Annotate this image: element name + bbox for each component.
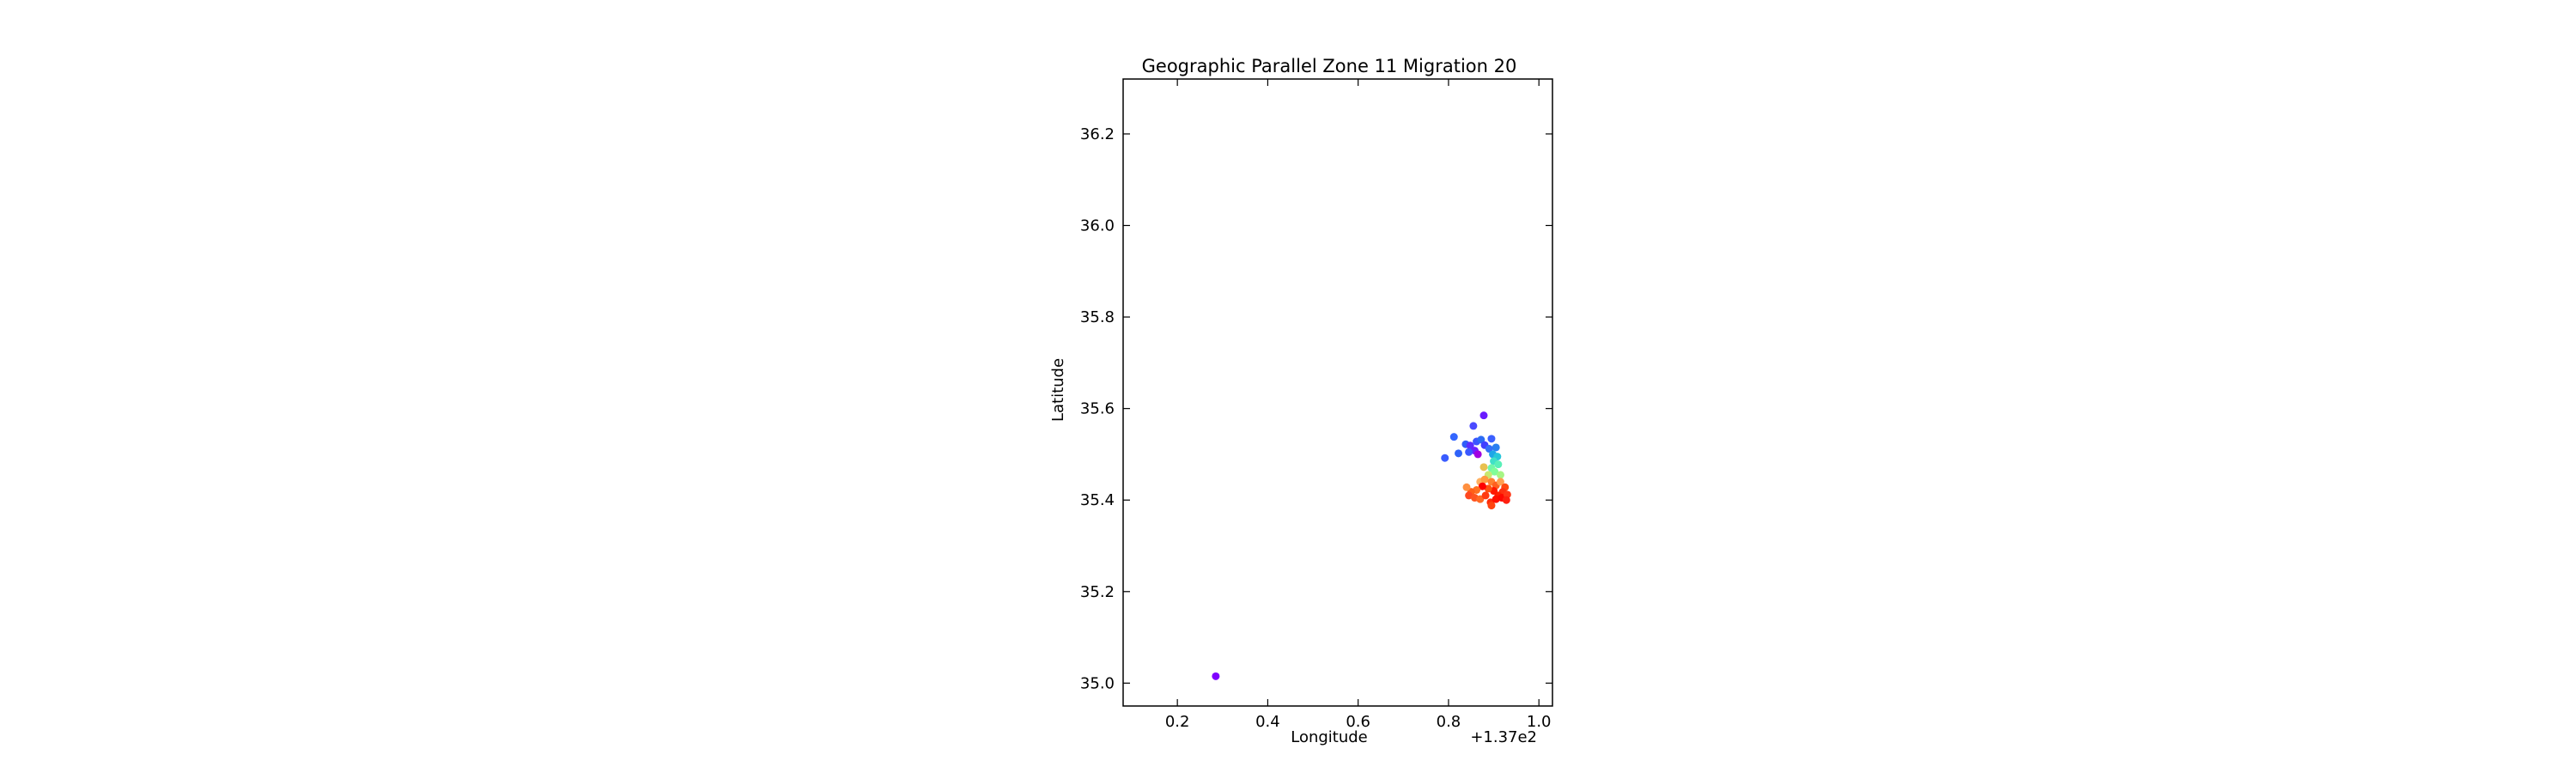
data-point <box>1462 483 1471 491</box>
data-point <box>1491 467 1499 476</box>
data-point <box>1469 422 1478 430</box>
y-tick-label: 36.0 <box>1080 217 1115 235</box>
x-axis-label: Longitude <box>1291 728 1368 746</box>
data-point <box>1478 482 1486 490</box>
data-point <box>1449 433 1458 441</box>
data-point <box>1480 475 1489 484</box>
y-tick-label: 35.0 <box>1080 674 1115 692</box>
data-point <box>1487 435 1496 443</box>
data-point <box>1465 447 1473 456</box>
data-point <box>1479 411 1488 420</box>
x-tick-label: 0.6 <box>1346 713 1370 731</box>
y-tick-label: 36.2 <box>1080 125 1115 143</box>
plot-frame <box>1122 78 1553 707</box>
x-tick-label: 0.8 <box>1437 713 1461 731</box>
data-point <box>1479 463 1488 472</box>
data-point <box>1487 502 1496 510</box>
y-axis-label: Latitude <box>1049 358 1067 422</box>
y-tick-label: 35.6 <box>1080 400 1115 418</box>
data-point <box>1492 495 1500 503</box>
data-point <box>1485 445 1493 453</box>
data-points <box>1212 411 1511 680</box>
chart-title: Geographic Parallel Zone 11 Migration 20 <box>1142 56 1517 76</box>
data-point <box>1502 496 1510 504</box>
x-axis-offset-label: +1.37e2 <box>1470 728 1537 746</box>
data-point <box>1455 449 1463 458</box>
data-point <box>1212 672 1220 680</box>
data-point <box>1465 491 1473 500</box>
data-point <box>1466 441 1474 450</box>
axes: 0.2 0.4 0.6 0.8 1.0 35.0 35.2 35.4 35.6 35.8 36.0 3… <box>1080 79 1552 731</box>
data-point <box>1476 495 1485 503</box>
x-tick-label: 0.4 <box>1255 713 1280 731</box>
data-point <box>1477 435 1485 444</box>
data-point <box>1496 478 1504 486</box>
y-tick-label: 35.8 <box>1080 308 1115 326</box>
data-point <box>1496 471 1504 479</box>
y-tick-label: 35.2 <box>1080 583 1115 601</box>
data-point <box>1492 443 1500 452</box>
x-tick-label: 0.2 <box>1165 713 1190 731</box>
data-point <box>1484 484 1492 493</box>
x-tick-label: 1.0 <box>1527 713 1552 731</box>
data-point <box>1473 450 1482 459</box>
y-tick-label: 35.4 <box>1080 491 1115 509</box>
data-point <box>1494 460 1503 469</box>
data-point <box>1441 453 1449 462</box>
data-point <box>1481 491 1490 500</box>
plot-area <box>1122 78 1553 707</box>
